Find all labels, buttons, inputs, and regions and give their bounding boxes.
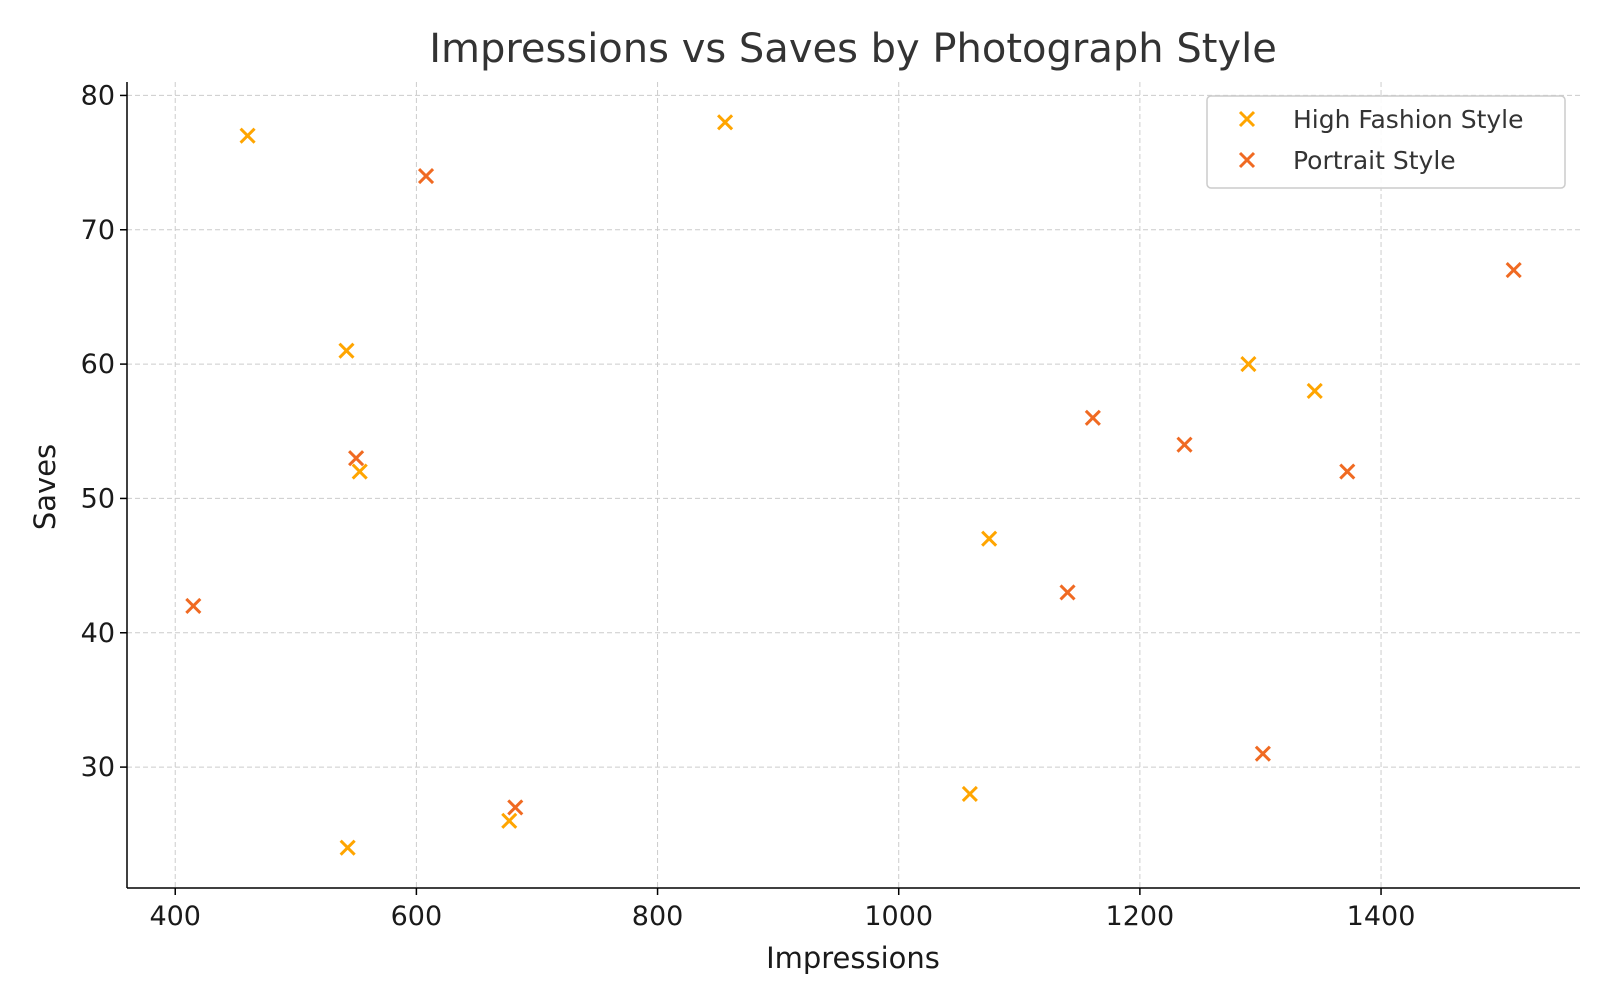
x-tick-label: 400 [149,901,201,932]
marker-stroke [981,530,998,547]
marker-stroke [339,839,356,856]
legend-label: Portrait Style [1293,146,1456,175]
x-axis-title: Impressions [766,941,940,975]
data-point [185,597,202,614]
marker-stroke [1306,382,1323,400]
marker-stroke [185,597,202,614]
x-tick-label: 1200 [1106,901,1175,932]
data-point [1084,409,1101,426]
marker-stroke [338,342,355,359]
marker-stroke [1238,151,1256,169]
data-point [1339,463,1356,480]
y-axis-title: Saves [28,444,62,530]
y-tick-label: 50 [81,483,115,514]
legend-frame [1206,95,1566,189]
data-point [351,463,368,480]
marker-stroke [239,127,256,144]
marker-stroke [1254,745,1271,762]
data-point [981,530,998,547]
data-point [1240,356,1257,373]
data-point [339,839,356,856]
marker-stroke [717,114,734,131]
marker-stroke [351,463,368,480]
y-tick-label: 30 [81,752,115,783]
marker-stroke [348,450,365,467]
x-tick-label: 1000 [864,901,933,932]
marker-stroke [1505,262,1522,279]
axes-layer: 400 600 800 1000 1200 1400 30 40 50 60 70 80 [81,80,1580,932]
marker-stroke [1240,356,1257,373]
data-point [1176,436,1193,453]
series-0 [239,114,1323,856]
data-point [501,812,518,829]
data-point [1254,745,1271,762]
marker-stroke [1059,584,1076,601]
data-point [338,342,355,359]
data-point [1059,584,1076,601]
chart-title: Impressions vs Saves by Photograph Style [429,26,1277,72]
series-1 [185,167,1522,816]
y-tick-label: 80 [81,80,115,111]
x-tick-label: 800 [632,901,684,932]
y-tick-label: 40 [81,618,115,649]
marker-stroke [961,785,978,803]
marker-stroke [1339,463,1356,480]
data-point [348,450,365,467]
y-tick-label: 70 [81,215,115,246]
points-layer [185,114,1522,856]
marker-stroke [1238,110,1256,128]
data-point [239,127,256,144]
grid-layer [127,82,1580,888]
legend-label: High Fashion Style [1293,105,1524,134]
legend-marker [1238,110,1256,128]
data-point [1505,262,1522,279]
data-point [961,785,978,803]
marker-stroke [1176,436,1193,453]
marker-stroke [501,812,518,829]
x-tick-label: 600 [391,901,443,932]
data-point [507,799,524,816]
legend-items: High Fashion Style Portrait Style [1238,105,1524,175]
x-tick-label: 1400 [1347,901,1416,932]
y-tick-label: 60 [81,349,115,380]
data-point [417,167,435,185]
legend: High Fashion Style Portrait Style [1206,95,1566,189]
marker-stroke [417,167,435,185]
legend-marker [1238,151,1256,169]
data-point [717,114,734,131]
marker-stroke [507,799,524,816]
data-point [1306,382,1323,400]
marker-stroke [1084,409,1101,426]
